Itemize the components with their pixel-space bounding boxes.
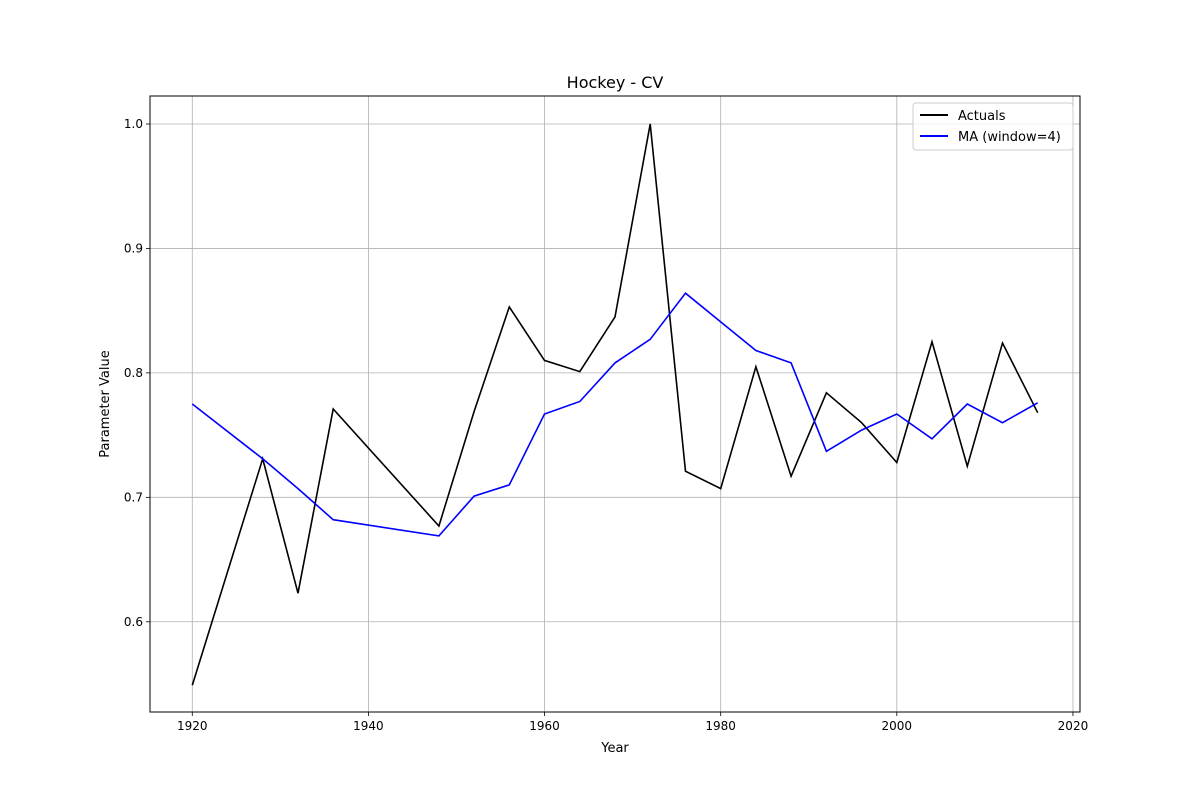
legend-label-ma: MA (window=4) <box>958 130 1061 145</box>
y-tick-label: 1.0 <box>124 117 143 131</box>
y-tick-label: 0.9 <box>124 241 143 255</box>
x-tick-label: 1980 <box>705 719 736 733</box>
legend-label-actuals: Actuals <box>958 109 1006 124</box>
x-tick-label: 1920 <box>177 719 208 733</box>
x-tick-label: 1940 <box>353 719 384 733</box>
y-tick-label: 0.8 <box>124 366 143 380</box>
x-axis-label: Year <box>600 741 629 756</box>
x-tick-label: 2020 <box>1058 719 1089 733</box>
x-tick-label: 1960 <box>529 719 560 733</box>
tick-layer: 1920 1940 1960 1980 2000 2020 0.6 0.7 0.8 0.9 1.0 <box>124 117 1088 733</box>
y-tick-label: 0.6 <box>124 615 143 629</box>
plot-frame <box>149 95 1081 713</box>
series-layer <box>191 123 1039 686</box>
y-axis-label: Parameter Value <box>98 350 113 457</box>
legend-box <box>912 102 1074 151</box>
series-line-moving-average <box>191 292 1039 537</box>
x-tick-label: 2000 <box>882 719 913 733</box>
series-line-actuals <box>191 123 1039 686</box>
chart-title: Hockey - CV <box>567 73 664 92</box>
legend: Actuals MA (window=4) <box>912 102 1074 151</box>
y-tick-label: 0.7 <box>124 490 143 504</box>
